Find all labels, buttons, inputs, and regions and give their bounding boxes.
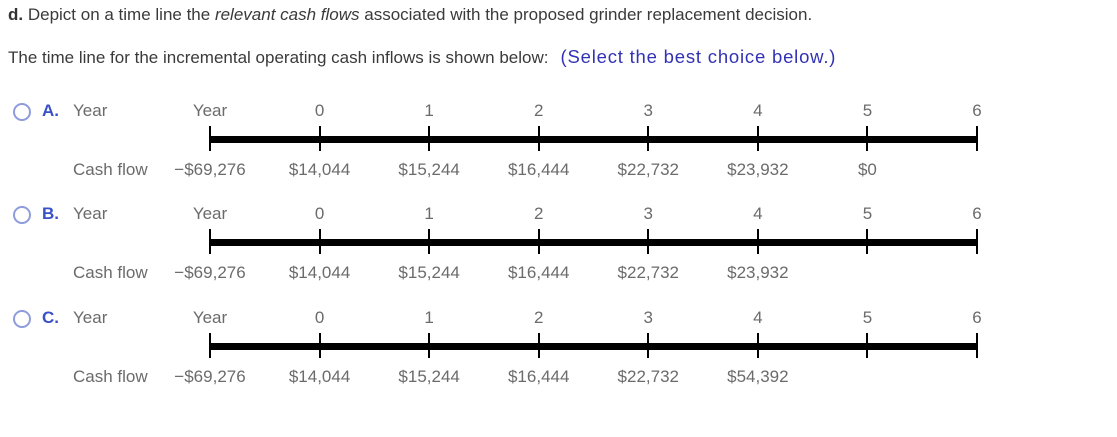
option-c[interactable]: C. Year Cash flow Year 0 1 2 3 4 5 6 −$6…	[0, 306, 1117, 398]
tick-mark	[209, 333, 211, 358]
cash-flow-value: −$69,276	[174, 160, 246, 179]
tick-mark	[537, 126, 540, 151]
tick-mark	[318, 126, 321, 151]
tick-label: 3	[643, 204, 654, 223]
tick-mark	[756, 229, 759, 254]
timeline-bar	[210, 343, 977, 350]
tick-mark	[756, 333, 759, 358]
tick-label: Year	[192, 204, 228, 223]
cash-flow-value: $15,244	[398, 367, 460, 386]
tick-mark	[756, 126, 759, 151]
timeline-bar	[210, 136, 977, 143]
tick-label: 0	[314, 101, 325, 120]
cash-flow-value: $15,244	[398, 160, 460, 179]
tick-mark	[537, 333, 540, 358]
cash-flow-value: $22,732	[617, 367, 680, 386]
tick-label: 5	[862, 308, 873, 327]
tick-label: 3	[643, 101, 654, 120]
tick-label: 4	[753, 101, 763, 120]
year-row-label: Year	[73, 204, 108, 223]
tick-label: 2	[533, 101, 544, 120]
option-c-radio[interactable]	[13, 310, 31, 328]
tick-label: 2	[533, 204, 544, 223]
tick-label: 5	[862, 204, 873, 223]
tick-mark	[647, 126, 650, 151]
tick-mark	[209, 229, 211, 254]
timeline-bar	[210, 239, 977, 246]
tick-label: 0	[314, 204, 325, 223]
tick-label: Year	[192, 308, 228, 327]
cash-flow-row-label: Cash flow	[73, 160, 148, 179]
tick-mark	[537, 229, 540, 254]
tick-label: 5	[862, 101, 873, 120]
tick-label: 2	[533, 308, 544, 327]
question-part-label: d.	[8, 5, 24, 24]
tick-mark	[866, 229, 869, 254]
select-hint: (Select the best choice below.)	[560, 46, 837, 67]
tick-label: 6	[972, 204, 982, 223]
cash-flow-value: $16,444	[507, 263, 570, 282]
cash-flow-value: $15,244	[398, 263, 460, 282]
tick-label: 6	[972, 308, 982, 327]
option-b-letter: B.	[42, 204, 59, 223]
cash-flow-row-label: Cash flow	[73, 263, 148, 282]
tick-mark	[976, 229, 978, 254]
cash-flow-value: $14,044	[288, 263, 351, 282]
tick-mark	[647, 229, 650, 254]
prompt-text: The time line for the incremental operat…	[8, 46, 837, 67]
timeline-c: Year 0 1 2 3 4 5 6 −$69,276 $14,044 $15,…	[174, 306, 981, 398]
tick-mark	[647, 333, 650, 358]
tick-mark	[209, 126, 211, 151]
tick-mark	[866, 333, 869, 358]
year-row-label: Year	[73, 308, 108, 327]
tick-mark	[318, 333, 321, 358]
tick-label: 0	[314, 308, 325, 327]
cash-flow-value: $0	[857, 160, 877, 179]
tick-mark	[428, 229, 431, 254]
tick-mark	[318, 229, 321, 254]
tick-mark	[976, 126, 978, 151]
tick-label: Year	[192, 101, 228, 120]
tick-label: 1	[424, 308, 434, 327]
tick-label: 6	[972, 101, 982, 120]
cash-flow-value: $14,044	[288, 367, 351, 386]
tick-mark	[866, 126, 869, 151]
cash-flow-value: −$69,276	[174, 367, 246, 386]
tick-label: 1	[424, 101, 434, 120]
question-text: d. Depict on a time line the relevant ca…	[8, 5, 813, 24]
cash-flow-value: −$69,276	[174, 263, 246, 282]
question-italic-phrase: relevant cash flows	[214, 5, 360, 24]
tick-mark	[428, 126, 431, 151]
tick-label: 4	[753, 308, 763, 327]
cash-flow-value: $23,932	[727, 263, 789, 282]
option-a-letter: A.	[42, 101, 59, 120]
cash-flow-row-label: Cash flow	[73, 367, 148, 386]
tick-label: 4	[753, 204, 763, 223]
cash-flow-value: $22,732	[617, 160, 680, 179]
timeline-a: Year 0 1 2 3 4 5 6 −$69,276 $14,044 $15,…	[174, 99, 981, 191]
cash-flow-value: $22,732	[617, 263, 680, 282]
option-a-radio[interactable]	[13, 103, 31, 121]
cash-flow-value: $23,932	[727, 160, 789, 179]
year-row-label: Year	[73, 101, 108, 120]
tick-label: 3	[643, 308, 654, 327]
tick-label: 1	[424, 204, 434, 223]
tick-mark	[976, 333, 978, 358]
cash-flow-value: $54,392	[727, 367, 789, 386]
cash-flow-value: $16,444	[507, 367, 570, 386]
tick-mark	[428, 333, 431, 358]
cash-flow-value: $14,044	[288, 160, 351, 179]
timeline-b: Year 0 1 2 3 4 5 6 −$69,276 $14,044 $15,…	[174, 202, 981, 294]
option-c-letter: C.	[42, 308, 59, 327]
cash-flow-value: $16,444	[507, 160, 570, 179]
option-b-radio[interactable]	[13, 206, 31, 224]
option-b[interactable]: B. Year Cash flow Year 0 1 2 3 4 5 6 −$6…	[0, 202, 1117, 294]
option-a[interactable]: A. Year Cash flow Year 0 1 2 3 4 5 6 −$6…	[0, 99, 1117, 191]
